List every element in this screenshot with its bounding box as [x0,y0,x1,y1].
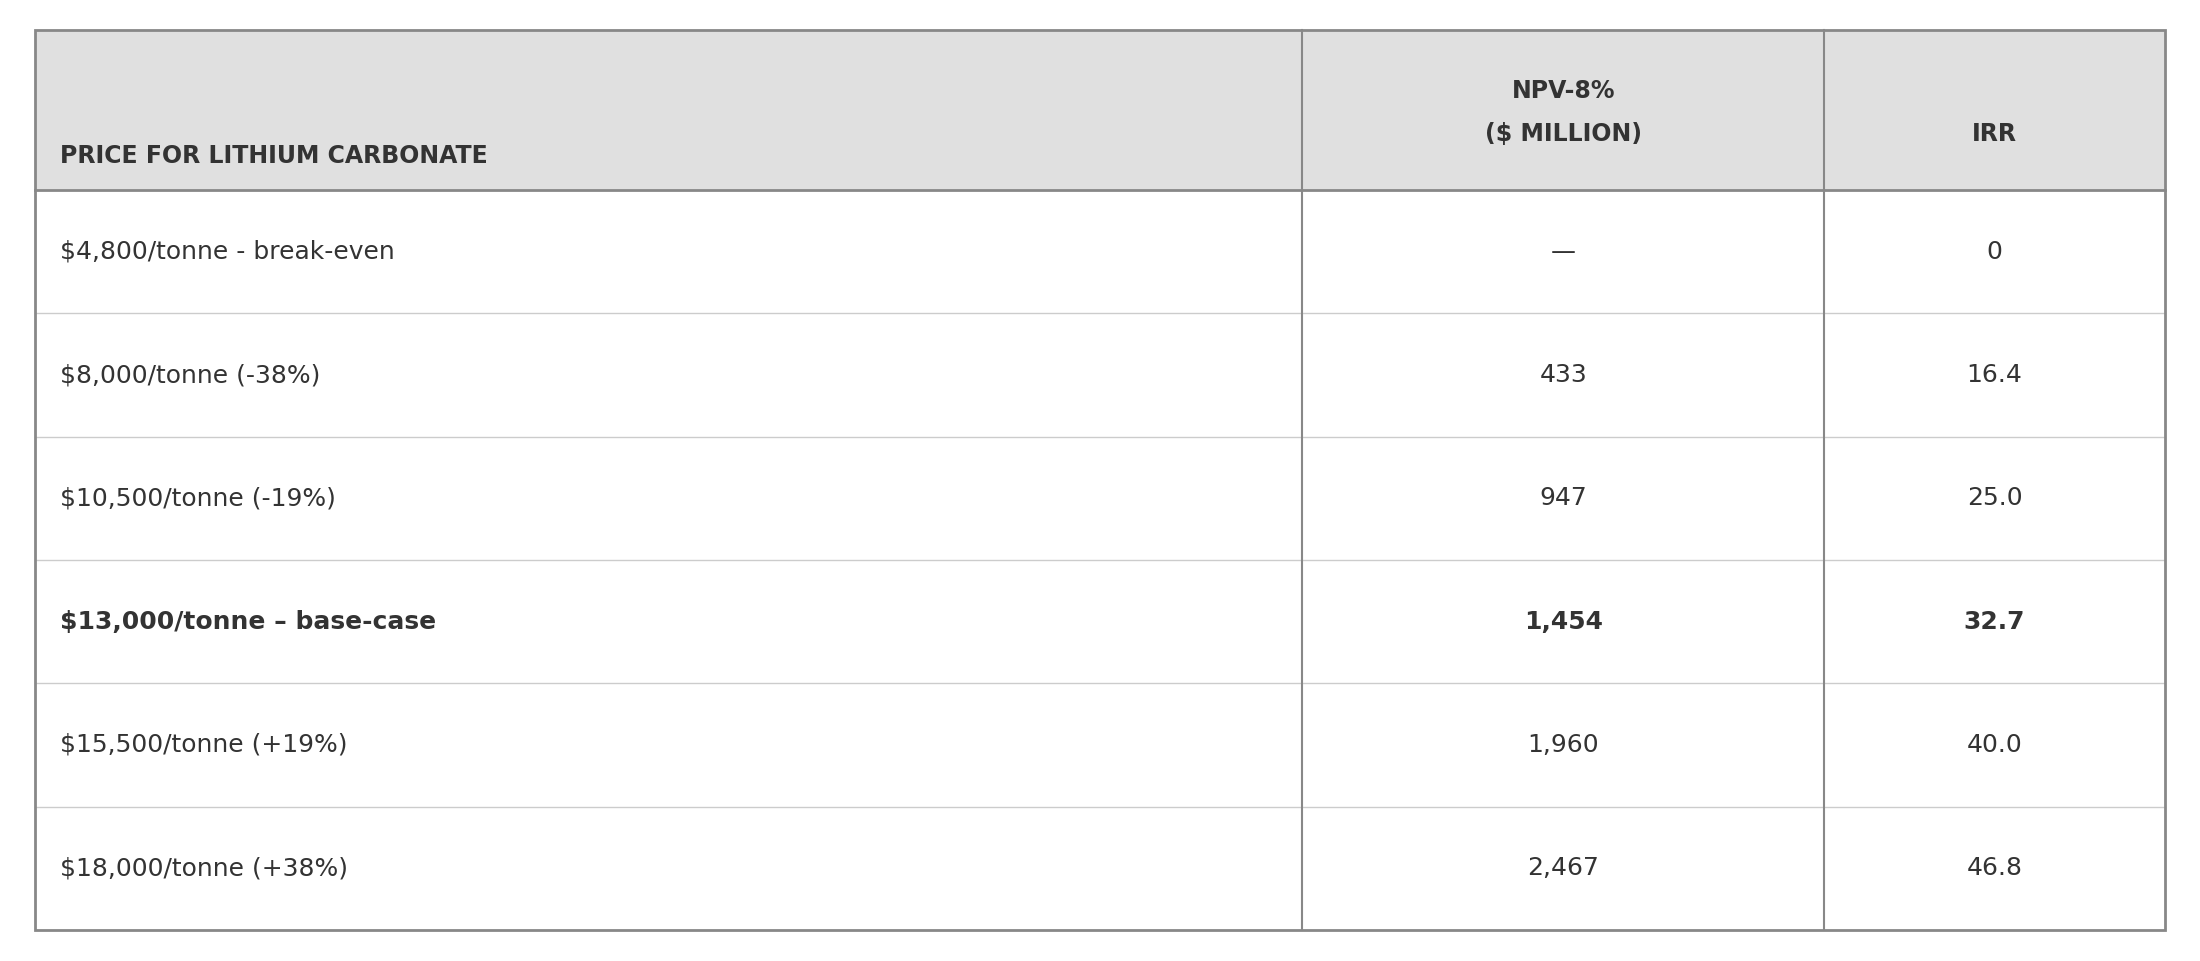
Text: 1,960: 1,960 [1527,733,1599,757]
Bar [35,683,2165,806]
Bar [35,806,2165,930]
Text: 433: 433 [1540,363,1586,387]
Text: ($ MILLION): ($ MILLION) [1485,122,1641,146]
Bar [35,190,2165,313]
Bar [35,30,2165,190]
Text: 25.0: 25.0 [1967,486,2022,510]
Text: PRICE FOR LITHIUM CARBONATE: PRICE FOR LITHIUM CARBONATE [59,144,488,168]
Bar [35,313,2165,436]
Bar [35,560,2165,683]
Text: 16.4: 16.4 [1967,363,2022,387]
Text: IRR: IRR [1971,122,2017,146]
Text: 32.7: 32.7 [1965,609,2026,633]
Text: $15,500/tonne (+19%): $15,500/tonne (+19%) [59,733,348,757]
Text: 2,467: 2,467 [1527,856,1599,880]
Text: 40.0: 40.0 [1967,733,2022,757]
Text: 0: 0 [1987,239,2002,263]
Text: 1,454: 1,454 [1525,609,1604,633]
Text: $13,000/tonne – base-case: $13,000/tonne – base-case [59,609,436,633]
Bar [35,436,2165,560]
Text: 947: 947 [1540,486,1586,510]
Text: $18,000/tonne (+38%): $18,000/tonne (+38%) [59,856,348,880]
Text: 46.8: 46.8 [1967,856,2022,880]
Text: NPV-8%: NPV-8% [1511,79,1615,103]
Text: $4,800/tonne - break-even: $4,800/tonne - break-even [59,239,394,263]
Text: —: — [1551,239,1575,263]
Text: $8,000/tonne (-38%): $8,000/tonne (-38%) [59,363,321,387]
Text: $10,500/tonne (-19%): $10,500/tonne (-19%) [59,486,337,510]
